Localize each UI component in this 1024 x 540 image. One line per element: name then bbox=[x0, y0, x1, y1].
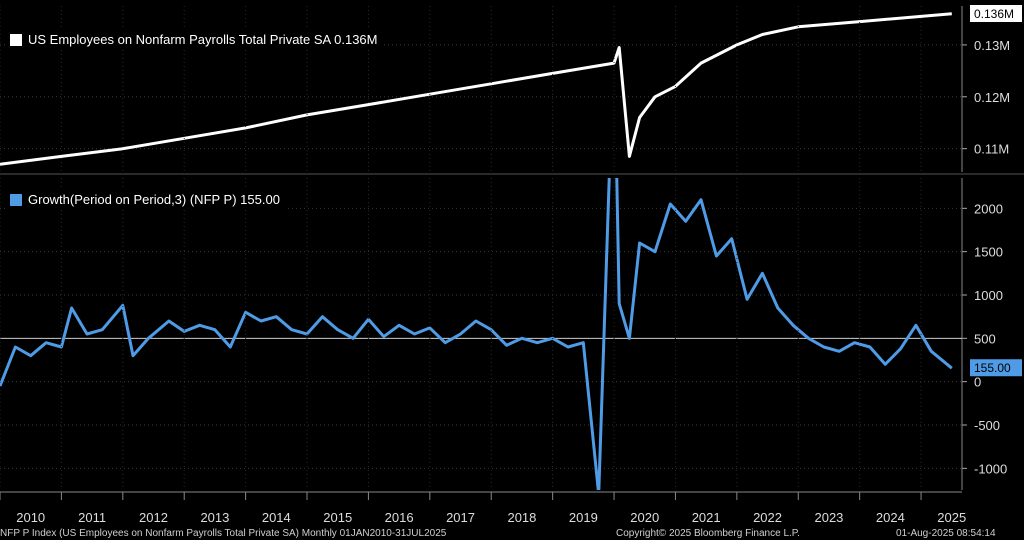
y-tick-label: 0 bbox=[974, 375, 981, 390]
y-tick-label: 2000 bbox=[974, 201, 1003, 216]
legend-top-swatch bbox=[10, 33, 22, 46]
x-tick-label: 2010 bbox=[16, 510, 45, 525]
series-line bbox=[0, 12, 952, 166]
x-tick-label: 2018 bbox=[507, 510, 536, 525]
y-tick-label: 0.12M bbox=[974, 90, 1010, 105]
x-tick-label: 2019 bbox=[569, 510, 598, 525]
top-panel: 0.11M 0.12M 0.13M 0.136M bbox=[0, 5, 1022, 172]
y-tick-label: 0.11M bbox=[974, 142, 1009, 157]
x-tick-label: 2020 bbox=[630, 510, 659, 525]
x-tick-label: 2025 bbox=[937, 510, 966, 525]
y-tick-label: 1000 bbox=[974, 288, 1003, 303]
last-value-box bbox=[970, 359, 1022, 377]
legend-top: US Employees on Nonfarm Payrolls Total P… bbox=[6, 30, 384, 49]
x-tick-label: 2016 bbox=[385, 510, 414, 525]
y-tick-label: 1500 bbox=[974, 245, 1003, 260]
y-tick-label: 0.13M bbox=[974, 38, 1010, 53]
legend-bottom: Growth(Period on Period,3) (NFP P) 155.0… bbox=[6, 190, 286, 209]
legend-bottom-label: Growth(Period on Period,3) (NFP P) 155.0… bbox=[28, 192, 280, 207]
x-tick-label: 2023 bbox=[814, 510, 843, 525]
bottom-panel: -1000 -500 0 500 1000 1500 2000 155.00 bbox=[0, 178, 1022, 490]
x-tick-label: 2013 bbox=[200, 510, 229, 525]
footer-source: NFP P Index (US Employees on Nonfarm Pay… bbox=[0, 528, 447, 539]
y-tick-label: -500 bbox=[974, 418, 1000, 433]
x-tick-label: 2011 bbox=[78, 510, 106, 525]
x-tick-label: 2014 bbox=[262, 510, 291, 525]
x-tick-label: 2021 bbox=[692, 510, 721, 525]
x-tick-label: 2022 bbox=[753, 510, 782, 525]
x-tick-label: 2024 bbox=[876, 510, 905, 525]
last-value-label: 155.00 bbox=[974, 361, 1011, 375]
legend-top-label: US Employees on Nonfarm Payrolls Total P… bbox=[28, 32, 378, 47]
x-tick-label: 2012 bbox=[139, 510, 168, 525]
footer-timestamp: 01-Aug-2025 08:54:14 bbox=[896, 528, 996, 539]
x-axis: 2010 2011 2012 2013 2014 2015 2016 2017 2018 2019… bbox=[0, 6, 1024, 525]
y-tick-label: 500 bbox=[974, 331, 996, 346]
series-line bbox=[0, 178, 953, 490]
legend-bottom-swatch bbox=[10, 193, 22, 206]
x-tick-label: 2015 bbox=[323, 510, 352, 525]
footer-copyright: Copyright© 2025 Bloomberg Finance L.P. bbox=[616, 528, 800, 539]
y-tick-label: -1000 bbox=[974, 461, 1007, 476]
last-value-box bbox=[970, 5, 1022, 22]
x-tick-label: 2017 bbox=[446, 510, 475, 525]
last-value-label: 0.136M bbox=[974, 7, 1014, 21]
